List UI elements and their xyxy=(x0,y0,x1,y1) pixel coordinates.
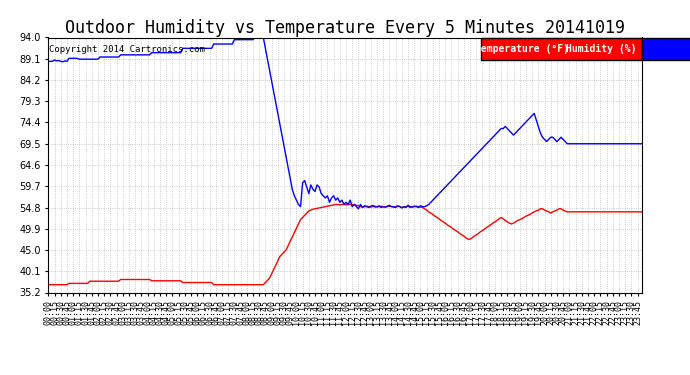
Text: Copyright 2014 Cartronics.com: Copyright 2014 Cartronics.com xyxy=(50,45,206,54)
Title: Outdoor Humidity vs Temperature Every 5 Minutes 20141019: Outdoor Humidity vs Temperature Every 5 … xyxy=(65,20,625,38)
